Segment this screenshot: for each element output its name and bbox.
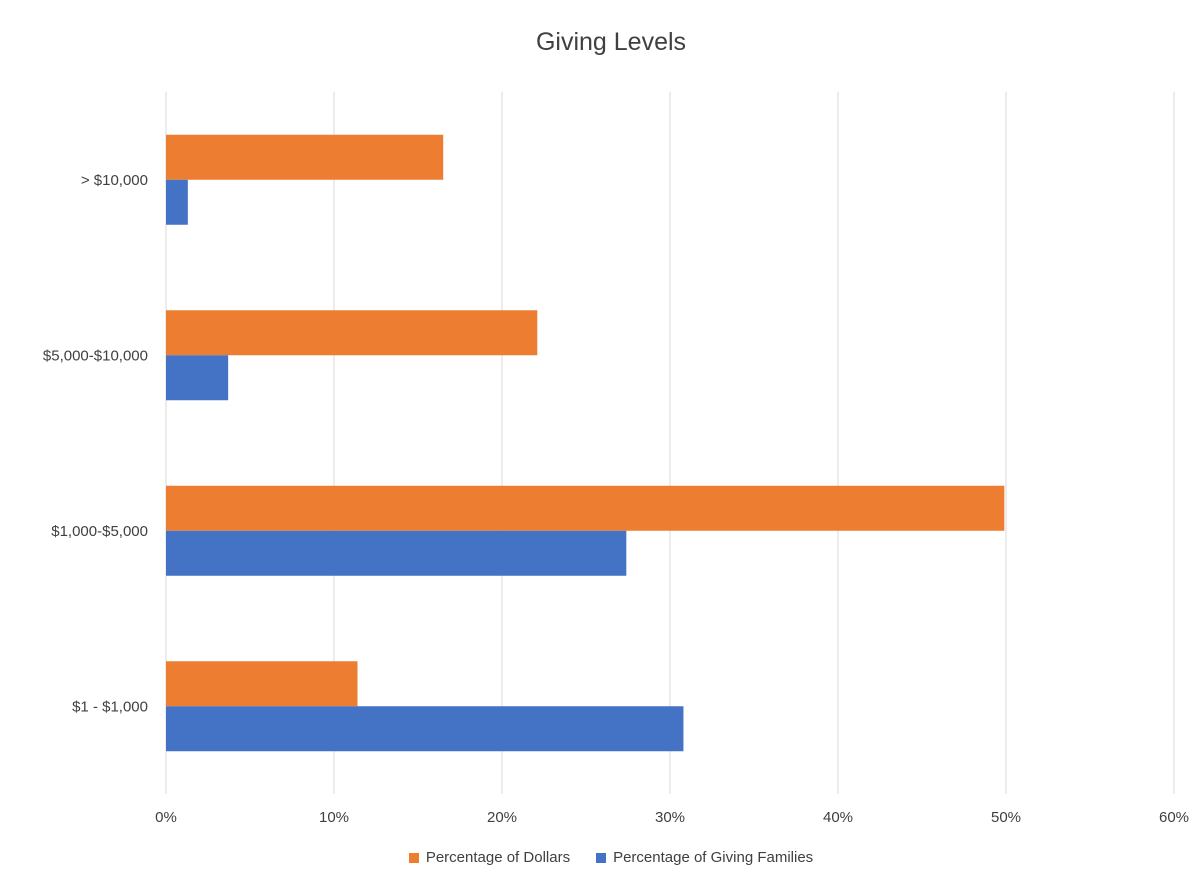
- legend-swatch-families: [596, 852, 607, 863]
- category-label: $1,000-$5,000: [51, 523, 148, 540]
- x-tick-label: 20%: [487, 809, 517, 826]
- category-label: $1 - $1,000: [72, 698, 148, 715]
- x-tick-label: 10%: [319, 809, 349, 826]
- value-axis-labels: 0% 10% 20% 30% 40% 50% 60%: [155, 809, 1189, 826]
- category-label: $5,000-$10,000: [43, 347, 148, 364]
- legend: Percentage of Dollars Percentage of Givi…: [0, 849, 1194, 866]
- bar-percentage-of-dollars-1-1-000: [166, 661, 358, 707]
- category-label: > $10,000: [81, 172, 148, 189]
- legend-item-families: Percentage of Giving Families: [596, 849, 813, 866]
- chart-title: Giving Levels: [535, 28, 687, 56]
- category-axis-labels: > $10,000 $5,000-$10,000 $1,000-$5,000 $1 -…: [43, 172, 148, 716]
- bar-percentage-of-dollars-1-000-5-000: [166, 485, 1005, 531]
- bar-percentage-of-dollars-5-000-10-000: [166, 310, 538, 356]
- bar-percentage-of-giving-families-1-000-5-000: [166, 530, 627, 576]
- x-tick-label: 0%: [155, 809, 177, 826]
- x-tick-label: 50%: [991, 809, 1021, 826]
- bars: [166, 134, 1005, 752]
- bar-percentage-of-giving-families-10-000: [166, 179, 188, 225]
- x-tick-label: 60%: [1159, 809, 1189, 826]
- legend-swatch-dollars: [408, 852, 419, 863]
- legend-label-dollars: Percentage of Dollars: [425, 849, 571, 866]
- legend-label-families: Percentage of Giving Families: [613, 849, 814, 866]
- x-tick-label: 40%: [823, 809, 853, 826]
- x-tick-label: 30%: [655, 809, 685, 826]
- bar-percentage-of-giving-families-1-1-000: [166, 706, 684, 752]
- legend-item-dollars: Percentage of Dollars: [408, 849, 571, 866]
- bar-percentage-of-giving-families-5-000-10-000: [166, 355, 229, 401]
- bar-percentage-of-dollars-10-000: [166, 134, 444, 180]
